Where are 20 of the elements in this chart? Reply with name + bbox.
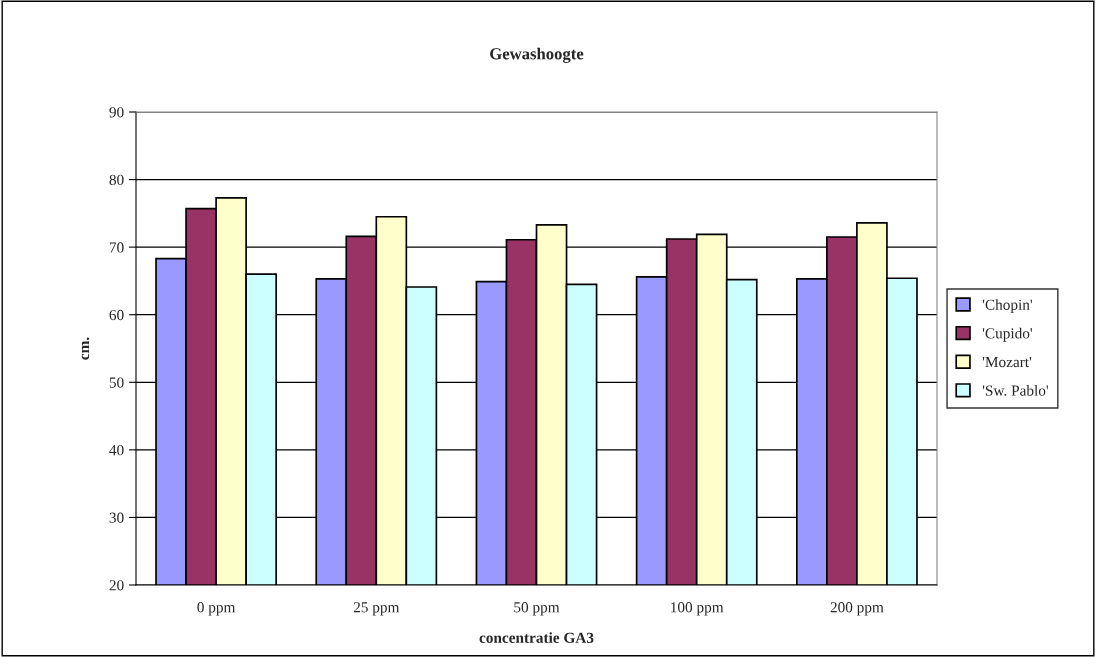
x-axis-title: concentratie GA3 (479, 632, 594, 643)
y-tick-label: 30 (109, 512, 124, 523)
x-tick-label: 50 ppm (514, 602, 560, 616)
legend-label: 'Cupido' (982, 327, 1033, 342)
y-tick-label: 80 (109, 174, 124, 186)
x-tick-label: 0 ppm (197, 602, 236, 616)
x-tick-label: 200 ppm (830, 602, 884, 616)
y-tick-label: 70 (109, 242, 124, 253)
y-tick-label: 20 (109, 580, 124, 591)
x-tick-label: 25 ppm (353, 602, 400, 616)
chart-title: Gewashoogte (490, 47, 584, 63)
legend-label: 'Sw. Pablo' (982, 385, 1049, 396)
x-tick-label: 100 ppm (671, 602, 724, 616)
legend-label: 'Mozart' (982, 356, 1032, 368)
y-tick-label: 90 (109, 107, 124, 118)
y-tick-label: 50 (109, 377, 124, 388)
legend-label: 'Chopin' (982, 299, 1033, 314)
y-tick-label: 60 (109, 309, 124, 321)
y-tick-label: 40 (109, 445, 124, 456)
y-axis-title: cm. (81, 337, 90, 360)
